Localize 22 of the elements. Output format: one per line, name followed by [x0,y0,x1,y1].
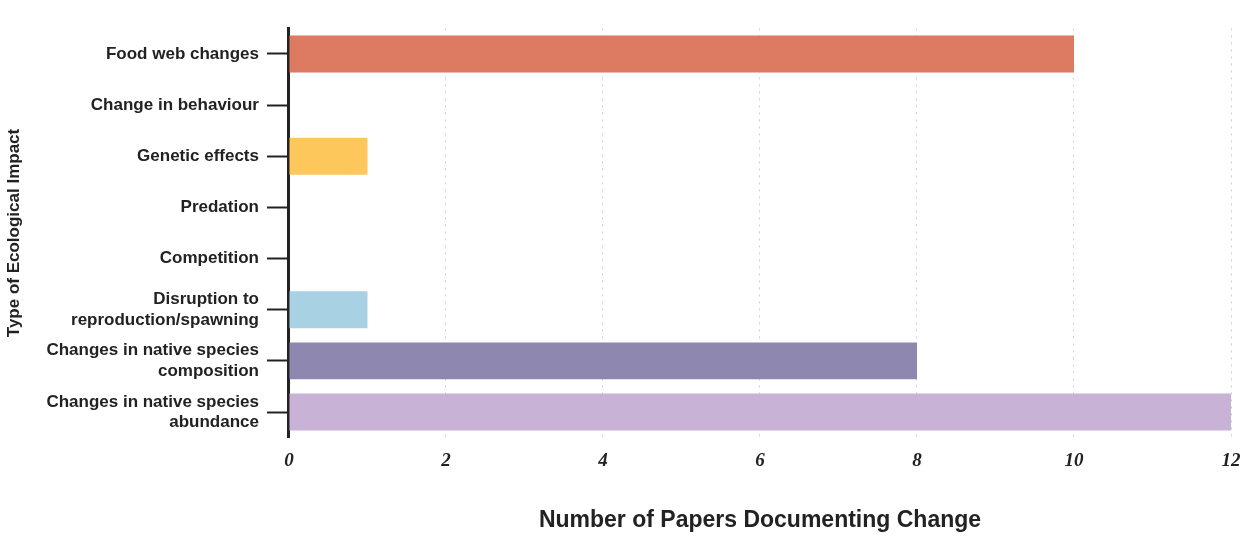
y-tick-label: Competition [159,248,259,268]
bar [289,35,1074,73]
bar [289,137,368,175]
y-tick-label: Genetic effects [137,145,259,165]
y-tick-label: Changes in native species composition [46,340,259,380]
x-tick-label: 10 [1064,448,1084,470]
bar [289,342,917,380]
x-tick-label: 0 [284,448,295,470]
x-tick-label: 4 [597,448,608,470]
x-tick-label: 12 [1221,448,1241,470]
y-tick-label: Disruption to reproduction/spawning [71,289,259,329]
y-tick-label: Predation [180,197,259,217]
bar [289,291,368,329]
y-axis-title: Type of Ecological Impact [3,128,23,338]
x-tick-label: 6 [755,448,766,470]
bar [289,393,1231,431]
x-tick-label: 8 [912,448,923,470]
y-tick-label: Food web changes [105,43,259,63]
x-tick-label: 2 [440,448,452,470]
y-tick-label: Change in behaviour [90,94,260,114]
x-axis-title: Number of Papers Documenting Change [538,505,982,532]
y-tick-label: Changes in native species abundance [46,391,259,431]
